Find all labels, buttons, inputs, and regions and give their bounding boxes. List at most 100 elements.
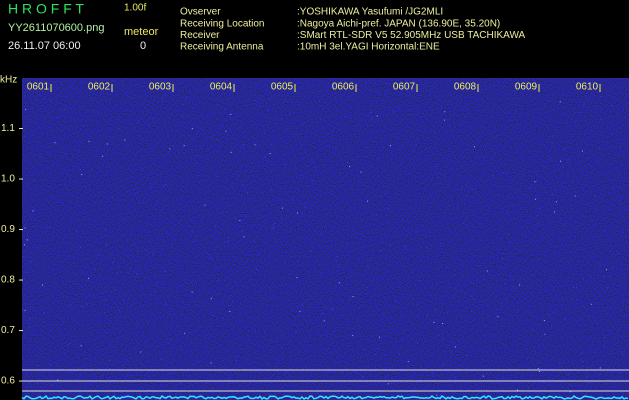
noise-dot <box>72 132 74 134</box>
info-label: Receiving Antenna <box>180 42 264 53</box>
noise-dot <box>377 348 379 350</box>
noise-dot <box>568 158 570 160</box>
noise-dot <box>519 284 521 286</box>
x-tick-label: 0602 <box>88 82 111 93</box>
noise-dot <box>314 166 316 168</box>
noise-dot <box>125 389 127 391</box>
noise-dot <box>246 192 248 194</box>
noise-dot <box>606 287 608 289</box>
noise-dot <box>320 118 322 120</box>
x-tick-label: 0608 <box>454 82 477 93</box>
noise-dot <box>505 172 507 174</box>
noise-dot <box>410 114 412 116</box>
noise-dot <box>462 222 464 224</box>
noise-dot <box>301 304 303 306</box>
noise-dot <box>534 181 536 183</box>
noise-dot <box>555 201 557 203</box>
noise-dot <box>94 268 96 270</box>
noise-dot <box>576 287 578 289</box>
noise-dot <box>23 136 25 138</box>
info-value: :SMart RTL-SDR V5 52.905MHz USB TACHIKAW… <box>297 30 526 41</box>
noise-dot <box>169 373 171 375</box>
noise-dot <box>323 320 325 322</box>
noise-dot <box>586 375 588 377</box>
noise-dot <box>210 257 212 259</box>
noise-dot <box>543 167 545 169</box>
noise-dot <box>491 241 493 243</box>
noise-dot <box>553 311 555 313</box>
noise-dot <box>376 115 378 117</box>
noise-dot <box>477 278 479 280</box>
noise-dot <box>285 370 287 372</box>
noise-dot <box>370 117 372 119</box>
noise-dot <box>229 310 231 312</box>
noise-dot <box>273 284 275 286</box>
noise-dot <box>610 163 612 165</box>
noise-dot <box>547 314 549 316</box>
noise-dot <box>534 108 536 110</box>
noise-dot <box>32 179 34 181</box>
noise-dot <box>332 131 334 133</box>
noise-dot <box>492 174 494 176</box>
noise-dot <box>136 192 138 194</box>
noise-dot <box>267 109 269 111</box>
noise-dot <box>370 111 372 113</box>
noise-dot <box>468 113 470 115</box>
noise-dot <box>44 321 46 323</box>
noise-dot <box>206 382 208 384</box>
noise-dot <box>611 267 613 269</box>
noise-dot <box>553 288 555 290</box>
noise-dot <box>294 133 296 135</box>
noise-dot <box>444 362 446 364</box>
noise-dot <box>232 300 234 302</box>
noise-dot <box>269 153 271 155</box>
noise-dot <box>440 243 442 245</box>
noise-dot <box>123 299 125 301</box>
noise-dots <box>22 95 626 396</box>
noise-dot <box>246 215 248 217</box>
noise-dot <box>209 373 211 375</box>
noise-dot <box>274 222 276 224</box>
noise-dot <box>466 108 468 110</box>
noise-dot <box>507 233 509 235</box>
noise-dot <box>539 208 541 210</box>
noise-dot <box>69 343 71 345</box>
noise-dot <box>186 98 188 100</box>
noise-dot <box>65 153 67 155</box>
noise-dot <box>85 358 87 360</box>
noise-dot <box>436 166 438 168</box>
noise-dot <box>587 98 589 100</box>
noise-dot <box>339 129 341 131</box>
noise-dot <box>50 364 52 366</box>
noise-dot <box>438 335 440 337</box>
noise-dot <box>43 98 45 100</box>
noise-dot <box>191 128 193 130</box>
noise-dot <box>267 363 269 365</box>
noise-dot <box>562 113 564 115</box>
noise-dot <box>336 255 338 257</box>
noise-dot <box>273 228 275 230</box>
noise-dot <box>497 316 499 318</box>
noise-dot <box>301 264 303 266</box>
noise-dot <box>569 162 571 164</box>
y-tick-label: 0.6 <box>1 376 15 387</box>
noise-dot <box>371 104 373 106</box>
meteor-label: meteor <box>124 26 159 38</box>
noise-dot <box>180 383 182 385</box>
noise-dot <box>81 173 83 175</box>
noise-dot <box>442 322 444 324</box>
noise-dot <box>570 391 572 393</box>
noise-dot <box>64 108 66 110</box>
noise-dot <box>551 142 553 144</box>
noise-dot <box>254 241 256 243</box>
noise-dot <box>413 387 415 389</box>
noise-dot <box>443 350 445 352</box>
noise-dot <box>239 220 241 222</box>
noise-dot <box>217 151 219 153</box>
noise-dot <box>264 330 266 332</box>
noise-dot <box>367 265 369 267</box>
noise-dot <box>222 317 224 319</box>
noise-dot <box>419 280 421 282</box>
noise-dot <box>275 117 277 119</box>
noise-dot <box>170 339 172 341</box>
